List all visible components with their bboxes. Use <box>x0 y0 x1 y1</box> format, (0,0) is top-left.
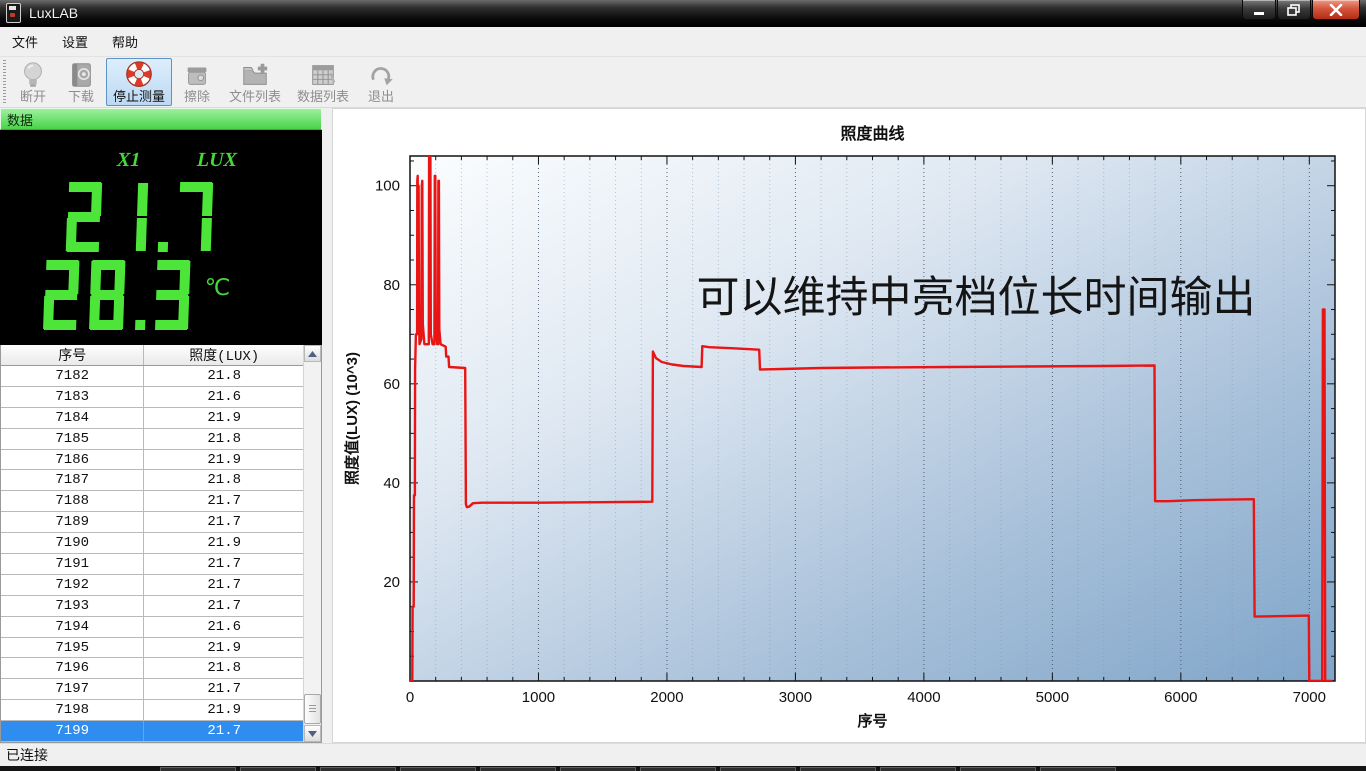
close-button[interactable] <box>1312 0 1360 20</box>
table-row[interactable]: 7199 21.7 <box>1 721 304 743</box>
toolbar-grip[interactable] <box>3 60 6 104</box>
close-icon <box>1329 3 1343 16</box>
table-row[interactable]: 7195 21.9 <box>1 637 304 659</box>
disconnect-button[interactable]: 断开 <box>10 58 56 106</box>
table-row[interactable]: 7186 21.9 <box>1 449 304 471</box>
x-tick-label: 6000 <box>1164 689 1197 706</box>
taskbar-strip <box>0 766 1366 771</box>
table-icon <box>312 65 336 85</box>
y-tick-label: 20 <box>383 574 400 591</box>
folder-add-icon <box>243 63 268 85</box>
lifebuoy-icon <box>126 61 152 87</box>
table-header: 序号 照度(LUX) <box>1 345 304 366</box>
menu-file[interactable]: 文件 <box>12 35 39 50</box>
toolbar-label: 退出 <box>368 89 395 104</box>
x-tick-label: 4000 <box>907 689 940 706</box>
toolbar: 断开 下载 停止测量 擦除 <box>0 57 1366 108</box>
eraser-icon <box>187 67 207 85</box>
scroll-up-button[interactable] <box>304 345 321 362</box>
column-header-index: 序号 <box>1 345 145 365</box>
menu-help[interactable]: 帮助 <box>112 35 139 50</box>
table-row[interactable]: 7191 21.7 <box>1 554 304 575</box>
toolbar-label: 擦除 <box>184 89 211 104</box>
toolbar-label: 断开 <box>19 89 46 104</box>
table-row[interactable]: 7183 21.6 <box>1 386 304 408</box>
table-row[interactable]: 7192 21.7 <box>1 574 304 596</box>
svg-text:LUX: LUX <box>196 149 238 171</box>
scroll-down-button[interactable] <box>304 725 321 742</box>
table-row[interactable]: 7188 21.7 <box>1 491 304 513</box>
table-row[interactable]: 7182 21.8 <box>1 366 304 387</box>
led-display: X1 LUX ℃ <box>0 130 322 345</box>
toolbar-label: 文件列表 <box>229 89 282 104</box>
toolbar-label: 数据列表 <box>297 89 350 104</box>
restore-icon <box>1287 3 1300 16</box>
chart-annotation: 可以维持中亮档位长时间输出 <box>697 274 1256 322</box>
x-tick-label: 3000 <box>779 689 812 706</box>
x-axis-label: 序号 <box>857 712 887 730</box>
toolbar-label: 停止测量 <box>113 89 166 104</box>
download-button[interactable]: 下载 <box>58 58 104 106</box>
y-tick-label: 100 <box>375 178 400 195</box>
book-icon <box>72 63 91 87</box>
toolbar-label: 下载 <box>67 89 94 104</box>
table-row[interactable]: 7184 21.9 <box>1 407 304 429</box>
data-panel: 数据 X1 LUX ℃ 序号 照度(LUX) 7182 21.8 7183 21.6 7184 2… <box>0 108 322 743</box>
table-row[interactable]: 7190 21.9 <box>1 533 304 555</box>
x-tick-label: 5000 <box>1036 689 1069 706</box>
file-list-button[interactable]: 文件列表 <box>222 58 288 106</box>
data-list-button[interactable]: 数据列表 <box>290 58 356 106</box>
status-bar: 已连接 <box>0 743 1366 766</box>
minimize-button[interactable] <box>1242 0 1276 20</box>
svg-text:X1: X1 <box>116 149 141 171</box>
illuminance-chart: 0 1000 2000 3000 4000 5000 6000 7000 20 40 60 80 100… <box>343 124 1336 730</box>
restore-button[interactable] <box>1277 0 1311 20</box>
y-tick-label: 40 <box>383 475 400 492</box>
y-axis-label: 照度值(LUX) (10^3) <box>343 352 361 485</box>
table-row[interactable]: 7193 21.7 <box>1 595 304 617</box>
table-row[interactable]: 7189 21.7 <box>1 512 304 534</box>
exit-button[interactable]: 退出 <box>358 58 404 106</box>
chart-panel: 0 1000 2000 3000 4000 5000 6000 7000 20 40 60 80 100… <box>332 108 1366 743</box>
table-row[interactable]: 7197 21.7 <box>1 679 304 701</box>
series-line <box>410 156 1333 681</box>
table-row[interactable]: 7198 21.9 <box>1 700 304 722</box>
x-tick-label: 2000 <box>650 689 683 706</box>
redo-arrow-icon <box>371 67 393 86</box>
minimize-icon <box>1254 11 1264 15</box>
data-panel-header: 数据 <box>0 108 322 130</box>
panel-splitter[interactable] <box>322 108 332 743</box>
stop-measure-button[interactable]: 停止测量 <box>106 58 173 106</box>
chart-title: 照度曲线 <box>840 124 904 143</box>
x-tick-label: 7000 <box>1293 689 1326 706</box>
app-icon <box>6 3 21 23</box>
scrollbar-thumb[interactable] <box>304 694 321 724</box>
erase-button[interactable]: 擦除 <box>174 58 220 106</box>
title-bar: LuxLAB <box>0 0 1366 27</box>
seven-segment-display: X1 LUX ℃ <box>43 149 238 330</box>
y-tick-label: 80 <box>383 277 400 294</box>
x-tick-label: 0 <box>406 689 414 706</box>
connection-status: 已连接 <box>6 747 48 763</box>
x-tick-label: 1000 <box>522 689 555 706</box>
table-row[interactable]: 7187 21.8 <box>1 470 304 492</box>
plot-area <box>409 155 1336 682</box>
table-scrollbar[interactable] <box>303 345 321 742</box>
table-row[interactable]: 7185 21.8 <box>1 428 304 450</box>
y-tick-label: 60 <box>383 376 400 393</box>
column-header-lux: 照度(LUX) <box>189 349 260 365</box>
table-row[interactable]: 7196 21.8 <box>1 658 304 680</box>
arrow-down-icon <box>308 730 317 737</box>
measurement-table: 序号 照度(LUX) 7182 21.8 7183 21.6 7184 21.9 7185 21.… <box>0 345 322 743</box>
table-row[interactable]: 7194 21.6 <box>1 616 304 638</box>
bulb-icon <box>24 62 42 87</box>
svg-text:℃: ℃ <box>204 275 231 300</box>
window-title: LuxLAB <box>29 5 79 21</box>
menu-bar: 文件 设置 帮助 <box>0 27 1366 57</box>
arrow-up-icon <box>308 350 317 357</box>
menu-settings[interactable]: 设置 <box>62 35 89 50</box>
